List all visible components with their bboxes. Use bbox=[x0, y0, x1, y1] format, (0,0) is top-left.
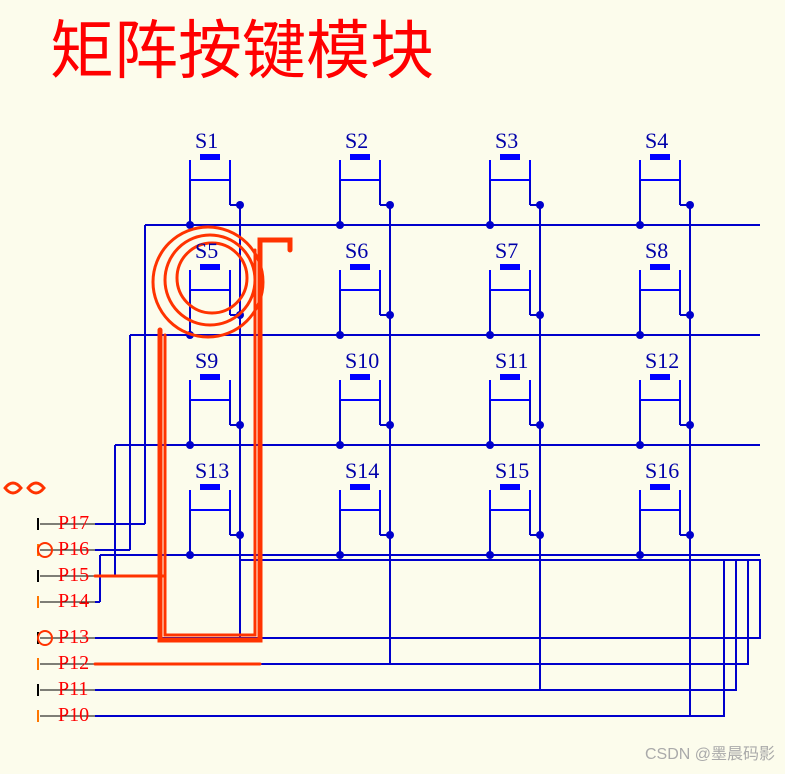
pin-label-p14: P14 bbox=[58, 590, 89, 613]
switch-label-s1: S1 bbox=[195, 128, 218, 154]
switch-label-s11: S11 bbox=[495, 348, 528, 374]
switch-label-s9: S9 bbox=[195, 348, 218, 374]
switch-label-s12: S12 bbox=[645, 348, 679, 374]
switch-label-s16: S16 bbox=[645, 458, 679, 484]
switch-label-s2: S2 bbox=[345, 128, 368, 154]
switch-label-s7: S7 bbox=[495, 238, 518, 264]
pin-label-p16: P16 bbox=[58, 538, 89, 561]
pin-label-p13: P13 bbox=[58, 626, 89, 649]
pin-label-p11: P11 bbox=[58, 678, 88, 701]
pin-label-p12: P12 bbox=[58, 652, 89, 675]
switch-label-s10: S10 bbox=[345, 348, 379, 374]
switch-label-s6: S6 bbox=[345, 238, 368, 264]
schematic-svg bbox=[0, 0, 785, 774]
switch-label-s13: S13 bbox=[195, 458, 229, 484]
pin-label-p17: P17 bbox=[58, 512, 89, 535]
switch-label-s14: S14 bbox=[345, 458, 379, 484]
pin-label-p10: P10 bbox=[58, 704, 89, 727]
switch-label-s15: S15 bbox=[495, 458, 529, 484]
switch-label-s8: S8 bbox=[645, 238, 668, 264]
switch-label-s4: S4 bbox=[645, 128, 668, 154]
switch-label-s5: S5 bbox=[195, 238, 218, 264]
switch-label-s3: S3 bbox=[495, 128, 518, 154]
pin-label-p15: P15 bbox=[58, 564, 89, 587]
watermark: CSDN @墨晨码影 bbox=[645, 740, 775, 764]
